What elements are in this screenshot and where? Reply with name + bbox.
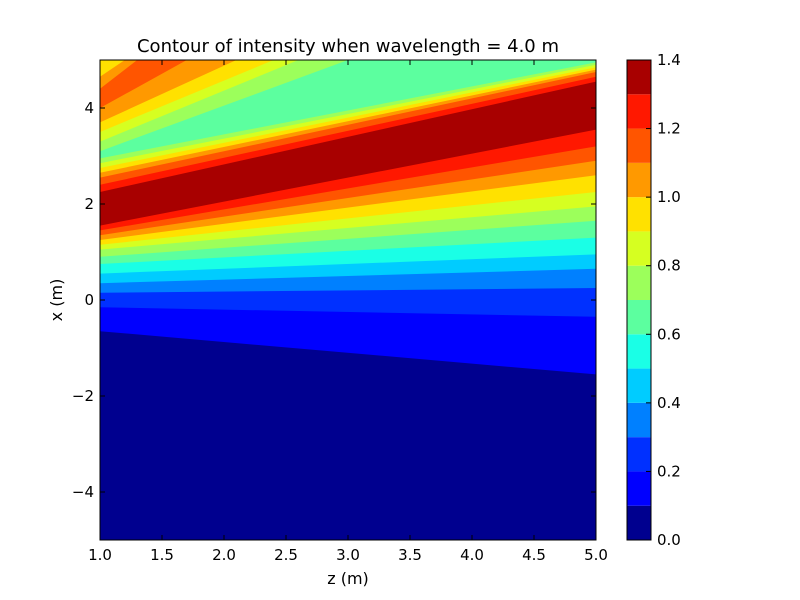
- colorbar-segment: [627, 197, 651, 232]
- plot-frame: [99, 59, 597, 541]
- colorbar-tick-label: 1.4: [657, 51, 681, 69]
- colorbar-segment: [627, 128, 651, 163]
- colorbar-tick-label: 1.0: [657, 188, 681, 206]
- contour-band: [100, 60, 125, 77]
- x-tick-label: 1.0: [88, 546, 112, 564]
- x-tick-label: 4.5: [522, 546, 546, 564]
- colorbar-segment: [627, 300, 651, 335]
- colorbar: [627, 60, 651, 540]
- y-axis-label: x (m): [47, 279, 66, 322]
- y-tick-label: 2: [84, 195, 94, 213]
- x-tick-label: 2.5: [274, 546, 298, 564]
- x-tick-label: 5.0: [584, 546, 608, 564]
- x-tick-label: 3.0: [336, 546, 360, 564]
- colorbar-tick-label: 0.4: [657, 394, 681, 412]
- chart-title: Contour of intensity when wavelength = 4…: [137, 36, 559, 57]
- colorbar-segment: [627, 94, 651, 129]
- x-tick-labels: 1.0 1.5 2.0 2.5 3.0 3.5 4.0 4.5 5.0: [88, 546, 608, 564]
- colorbar-segment: [627, 265, 651, 300]
- contour-bands: [100, 60, 596, 540]
- colorbar-segment: [627, 402, 651, 438]
- x-tick-label: 1.5: [150, 546, 174, 564]
- colorbar-tick-label: 0.0: [657, 531, 681, 549]
- colorbar-tick-label: 0.8: [657, 257, 681, 275]
- colorbar-tick-label: 1.2: [657, 120, 681, 138]
- colorbar-segment: [627, 505, 651, 540]
- x-tick-label: 2.0: [212, 546, 236, 564]
- colorbar-segment: [627, 334, 651, 369]
- y-tick-label: 4: [84, 99, 94, 117]
- colorbar-segment: [627, 368, 651, 403]
- colorbar-tick-labels: 0.0 0.2 0.4 0.6 0.8 1.0 1.2 1.4: [646, 51, 681, 549]
- y-tick-label: 0: [84, 291, 94, 309]
- y-tick-label: −2: [72, 387, 94, 405]
- x-tick-label: 4.0: [460, 546, 484, 564]
- colorbar-frame: [626, 59, 652, 541]
- x-axis-label: z (m): [327, 569, 369, 588]
- colorbar-tick-label: 0.2: [657, 462, 681, 480]
- colorbar-segment: [627, 437, 651, 472]
- y-tick-label: −4: [72, 483, 94, 501]
- x-tick-label: 3.5: [398, 546, 422, 564]
- colorbar-segment: [627, 162, 651, 198]
- colorbar-segment: [627, 231, 651, 266]
- colorbar-segment: [627, 60, 651, 95]
- colorbar-segment: [627, 471, 651, 506]
- y-tick-labels: −4 −2 0 2 4: [72, 99, 94, 501]
- plot-area: [100, 60, 596, 540]
- colorbar-tick-label: 0.6: [657, 325, 681, 343]
